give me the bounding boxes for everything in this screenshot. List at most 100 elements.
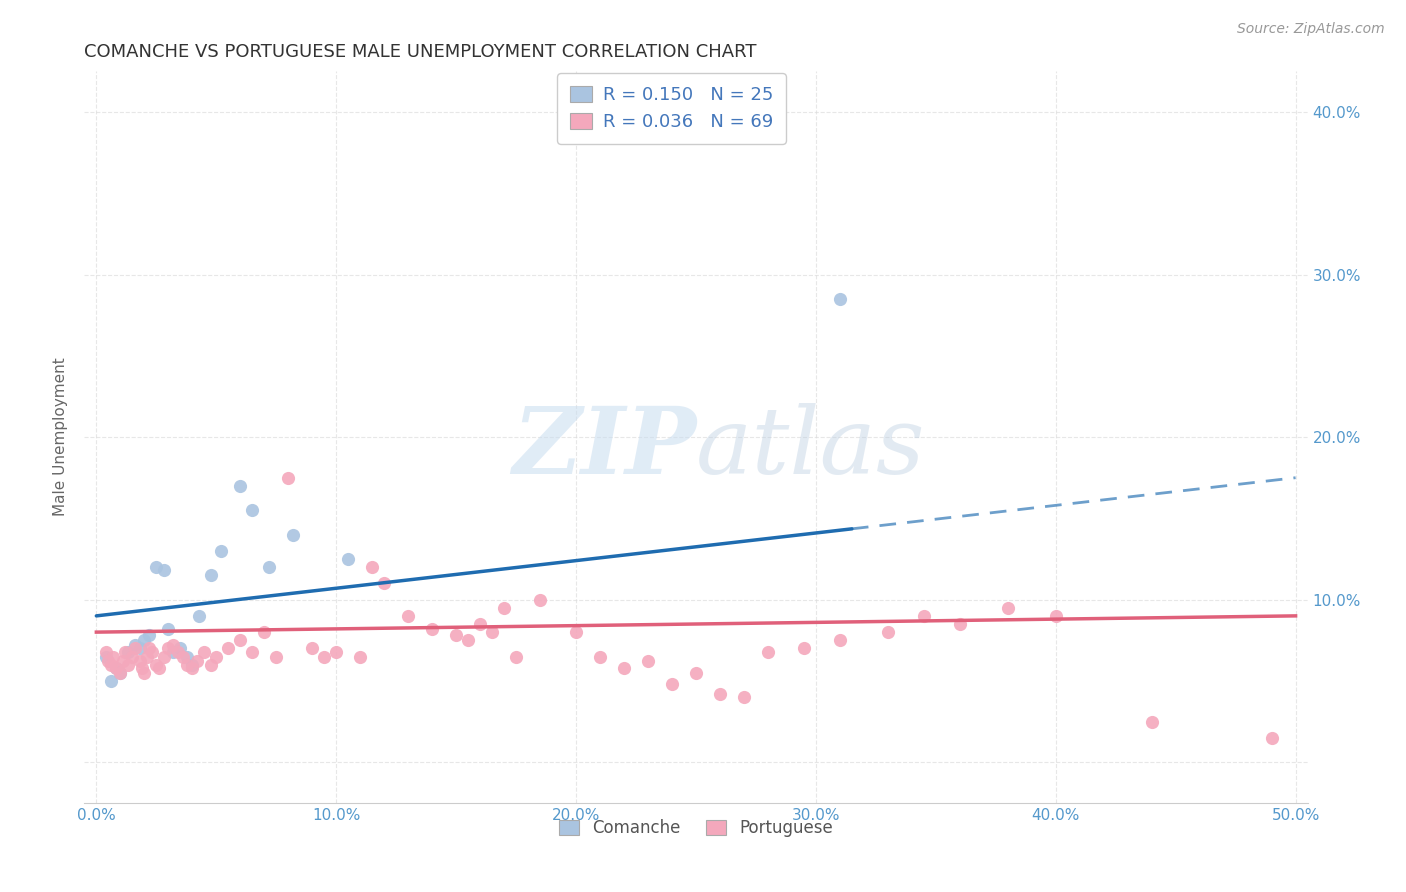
- Point: [141, 645, 163, 659]
- Point: [1260, 731, 1282, 745]
- Point: [100, 673, 122, 688]
- Point: [176, 649, 198, 664]
- Point: [97, 654, 120, 668]
- Point: [505, 649, 527, 664]
- Point: [186, 654, 208, 668]
- Point: [637, 654, 659, 668]
- Y-axis label: Male Unemployment: Male Unemployment: [53, 358, 69, 516]
- Point: [661, 677, 683, 691]
- Point: [468, 617, 491, 632]
- Point: [193, 645, 215, 659]
- Point: [229, 633, 252, 648]
- Point: [94, 649, 117, 664]
- Point: [148, 661, 170, 675]
- Point: [209, 544, 232, 558]
- Point: [257, 560, 280, 574]
- Point: [157, 622, 180, 636]
- Point: [420, 622, 443, 636]
- Point: [100, 657, 122, 672]
- Point: [1140, 714, 1163, 729]
- Point: [828, 292, 851, 306]
- Point: [349, 649, 371, 664]
- Point: [145, 560, 167, 574]
- Point: [613, 661, 636, 675]
- Legend: Comanche, Portuguese: Comanche, Portuguese: [551, 811, 841, 846]
- Point: [373, 576, 395, 591]
- Point: [181, 661, 204, 675]
- Point: [361, 560, 384, 574]
- Point: [145, 657, 167, 672]
- Point: [1045, 608, 1067, 623]
- Point: [200, 568, 222, 582]
- Point: [152, 649, 174, 664]
- Point: [138, 628, 160, 642]
- Point: [457, 633, 479, 648]
- Point: [117, 645, 139, 659]
- Text: Source: ZipAtlas.com: Source: ZipAtlas.com: [1237, 22, 1385, 37]
- Point: [205, 649, 228, 664]
- Point: [997, 600, 1019, 615]
- Point: [110, 665, 132, 680]
- Point: [685, 665, 707, 680]
- Point: [167, 645, 190, 659]
- Point: [253, 625, 276, 640]
- Point: [181, 657, 204, 672]
- Point: [172, 649, 194, 664]
- Point: [240, 645, 263, 659]
- Point: [128, 654, 150, 668]
- Point: [396, 608, 419, 623]
- Point: [217, 641, 239, 656]
- Point: [110, 665, 132, 680]
- Point: [529, 592, 551, 607]
- Point: [264, 649, 287, 664]
- Point: [134, 633, 156, 648]
- Point: [114, 645, 136, 659]
- Point: [188, 608, 211, 623]
- Point: [828, 633, 851, 648]
- Point: [176, 657, 198, 672]
- Point: [709, 687, 731, 701]
- Point: [128, 641, 150, 656]
- Point: [138, 641, 160, 656]
- Point: [444, 628, 467, 642]
- Point: [121, 649, 143, 664]
- Point: [229, 479, 252, 493]
- Point: [169, 641, 191, 656]
- Point: [152, 563, 174, 577]
- Point: [281, 527, 304, 541]
- Point: [876, 625, 898, 640]
- Point: [314, 649, 336, 664]
- Point: [94, 645, 117, 659]
- Point: [301, 641, 323, 656]
- Point: [733, 690, 755, 705]
- Point: [135, 649, 157, 664]
- Point: [124, 641, 146, 656]
- Point: [949, 617, 972, 632]
- Point: [134, 665, 156, 680]
- Point: [793, 641, 815, 656]
- Point: [124, 638, 146, 652]
- Point: [162, 645, 184, 659]
- Point: [565, 625, 588, 640]
- Point: [131, 661, 153, 675]
- Point: [101, 649, 124, 664]
- Point: [756, 645, 779, 659]
- Text: COMANCHE VS PORTUGUESE MALE UNEMPLOYMENT CORRELATION CHART: COMANCHE VS PORTUGUESE MALE UNEMPLOYMENT…: [84, 44, 756, 62]
- Point: [117, 657, 139, 672]
- Point: [162, 638, 184, 652]
- Point: [240, 503, 263, 517]
- Point: [277, 471, 299, 485]
- Point: [494, 600, 516, 615]
- Point: [111, 654, 134, 668]
- Text: atlas: atlas: [696, 403, 925, 493]
- Point: [104, 661, 127, 675]
- Point: [481, 625, 503, 640]
- Point: [325, 645, 347, 659]
- Point: [157, 641, 180, 656]
- Point: [589, 649, 612, 664]
- Text: ZIP: ZIP: [512, 403, 696, 493]
- Point: [104, 661, 127, 675]
- Point: [337, 552, 360, 566]
- Point: [200, 657, 222, 672]
- Point: [912, 608, 935, 623]
